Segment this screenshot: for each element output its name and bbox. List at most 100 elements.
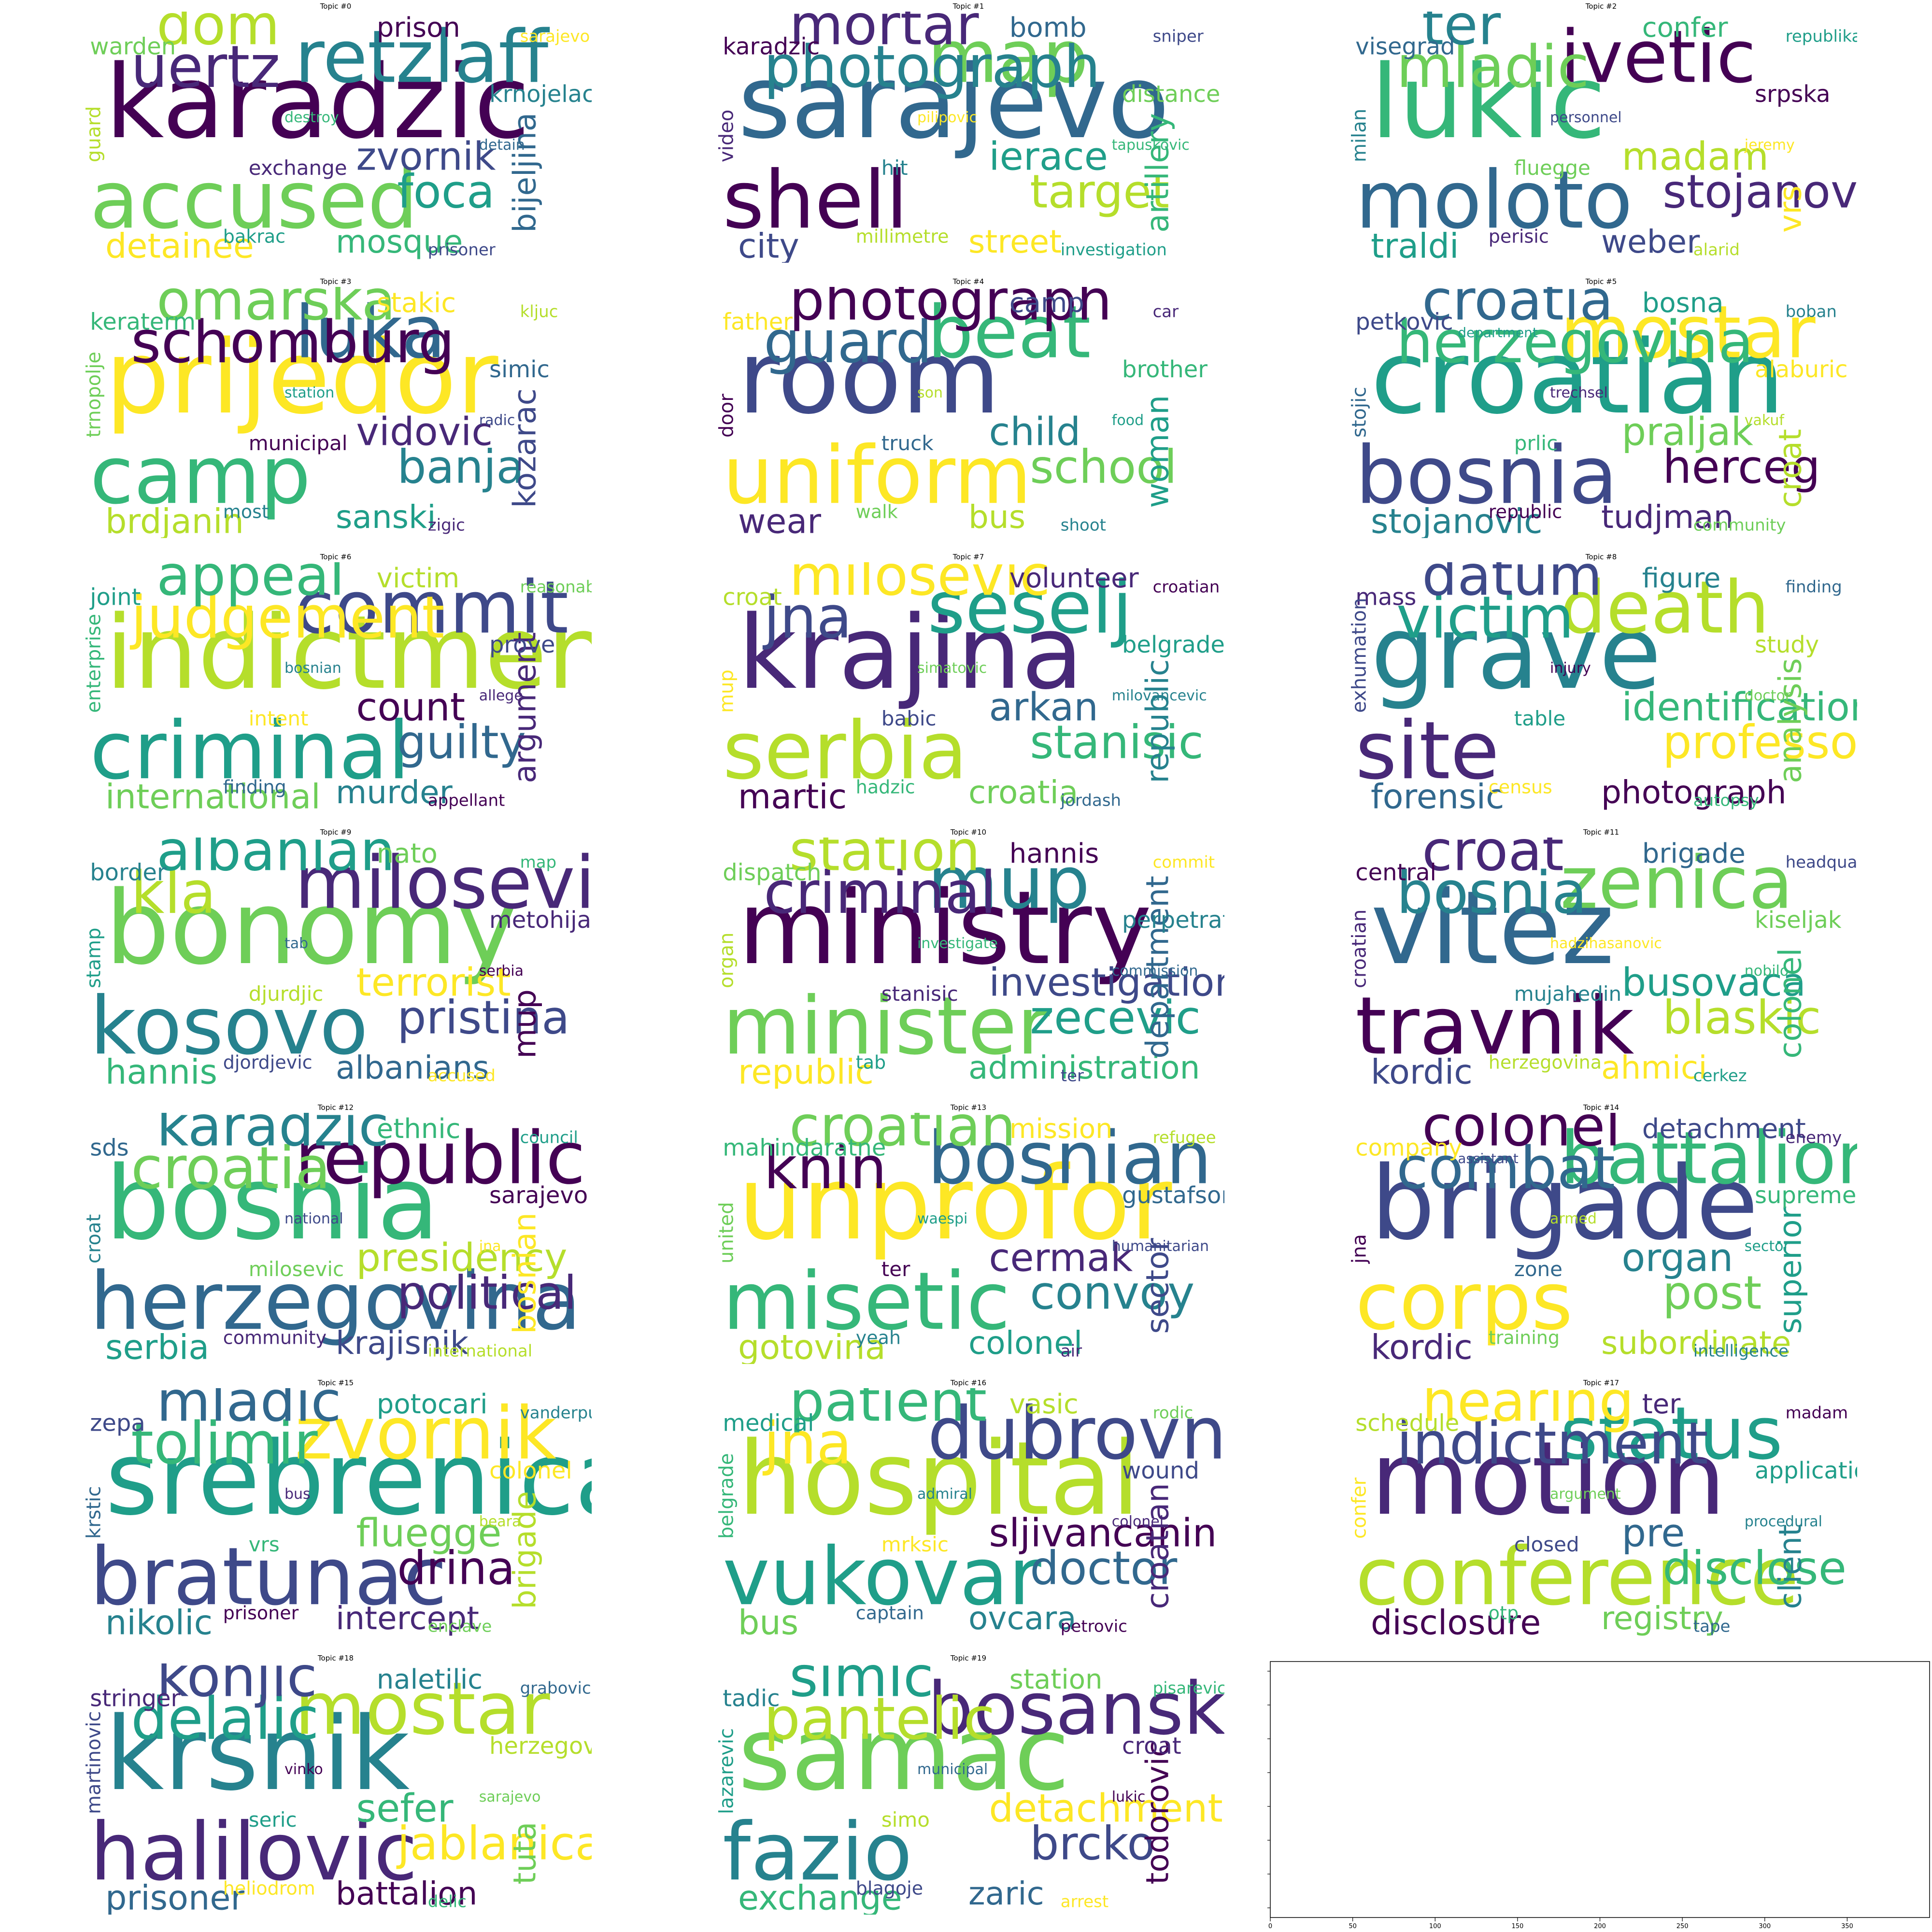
cloud-word: distance	[1122, 81, 1220, 108]
cloud-word: grave	[1371, 594, 1662, 712]
cloud-word: hearing	[1422, 1370, 1634, 1435]
cloud-word: milovancevic	[1112, 687, 1207, 704]
cloud-word: martinovic	[83, 1711, 105, 1814]
cloud-word: joint	[89, 583, 141, 611]
cloud-word: bosnian	[507, 1212, 543, 1334]
cloud-word: application	[1755, 1457, 1883, 1484]
wordcloud-panel: Topic #9bonomykosovomilosevicklaalbanian…	[83, 828, 592, 1089]
cloud-word: enterprise	[83, 614, 105, 713]
panel-title: Topic #18	[317, 1654, 354, 1662]
cloud-word: republika	[1786, 27, 1862, 46]
cloud-word: community	[223, 1327, 327, 1348]
cloud-word: datum	[1422, 544, 1602, 609]
cloud-word: kordic	[1371, 1328, 1473, 1367]
cloud-word: krajina	[738, 594, 1083, 712]
cloud-word: victim	[1396, 584, 1574, 652]
cloud-word: air	[1061, 1341, 1082, 1361]
x-tick-label: 250	[1676, 1923, 1689, 1930]
cloud-word: bus	[738, 1603, 798, 1643]
cloud-word: community	[1693, 515, 1786, 535]
cloud-word: simatovic	[917, 660, 987, 677]
cloud-word: beat	[927, 291, 1091, 375]
cloud-word: zecevic	[1030, 992, 1201, 1045]
cloud-word: bosna	[1642, 287, 1724, 319]
cloud-word: prijedor	[105, 318, 498, 437]
cloud-word: sljivancanin	[989, 1511, 1217, 1556]
panel-title: Topic #15	[317, 1378, 354, 1387]
cloud-word: brdjanin	[105, 502, 244, 541]
cloud-word: misetic	[723, 1255, 1010, 1348]
panel-grid: Topic #0karadzicaccusedretzlaffuertzdomf…	[83, 0, 1930, 1930]
panel-title: Topic #14	[1583, 1103, 1619, 1112]
cloud-word: nobilo	[1745, 963, 1789, 980]
cloud-word: patient	[789, 1370, 987, 1435]
cloud-word: border	[90, 859, 167, 886]
panel-title: Topic #0	[320, 2, 352, 11]
cloud-word: mission	[1009, 1113, 1113, 1145]
cloud-word: map	[927, 15, 1088, 99]
cloud-word: united	[715, 1202, 738, 1264]
cloud-word: analysis	[1773, 658, 1808, 783]
cloud-word: samac	[738, 1695, 1070, 1813]
cloud-word: grabovica	[520, 1678, 601, 1698]
cloud-word: weber	[1601, 223, 1700, 260]
cloud-word: nikolic	[105, 1603, 213, 1643]
axes-frame	[1270, 1661, 1930, 1918]
cloud-word: target	[1030, 166, 1169, 219]
cloud-word: humanitarian	[1112, 1238, 1209, 1255]
cloud-word: martic	[738, 777, 847, 817]
cloud-word: milosevic	[249, 1257, 344, 1281]
cloud-word: municipal	[917, 1761, 988, 1778]
cloud-word: department	[1140, 876, 1176, 1059]
x-tick-label: 350	[1841, 1923, 1853, 1930]
cloud-word: busovaca	[1621, 960, 1805, 1005]
cloud-word: figure	[1642, 563, 1721, 594]
cloud-word: vasic	[1009, 1389, 1079, 1420]
cloud-word: jna	[479, 1238, 501, 1255]
cloud-word: zvornik	[356, 134, 496, 179]
cloud-word: victim	[377, 563, 460, 594]
cloud-word: superior	[1773, 1206, 1808, 1334]
cloud-word: stringer	[90, 1685, 180, 1712]
cloud-word: organ	[715, 933, 738, 988]
cloud-word: bus	[284, 1486, 311, 1503]
cloud-word: djordjevic	[223, 1051, 313, 1073]
cloud-word: republic	[738, 1052, 874, 1092]
panel-title: Topic #3	[320, 277, 352, 286]
cloud-word: simo	[881, 1808, 930, 1832]
cloud-word: destroy	[284, 109, 339, 126]
cloud-word: gustafson	[1122, 1182, 1236, 1209]
cloud-word: croatia	[1422, 269, 1613, 333]
cloud-word: dom	[156, 0, 280, 58]
cloud-word: conference	[1355, 1530, 1799, 1623]
cloud-word: video	[715, 110, 738, 162]
cloud-word: finding	[223, 776, 286, 797]
cloud-word: otp	[1489, 1602, 1519, 1623]
cloud-word: retzlaff	[295, 15, 550, 99]
cloud-word: kozarac	[507, 388, 543, 508]
cloud-word: croatia	[968, 774, 1078, 811]
cloud-word: count	[356, 685, 465, 730]
cloud-word: mostar	[1560, 291, 1816, 375]
cloud-word: colonel	[489, 1457, 572, 1484]
cloud-word: intelligence	[1693, 1341, 1789, 1361]
cloud-word: republic	[1489, 501, 1563, 522]
cloud-word: schedule	[1355, 1409, 1459, 1436]
cloud-word: beara	[479, 1513, 521, 1530]
cloud-word: herceg	[1662, 441, 1820, 494]
cloud-word: argument	[1550, 1486, 1621, 1503]
cloud-word: tudjman	[1601, 498, 1734, 536]
cloud-word: site	[1355, 704, 1499, 797]
cloud-word: headquarters	[1786, 852, 1896, 872]
cloud-word: blagoje	[856, 1877, 923, 1899]
cloud-word: commission	[1112, 963, 1198, 980]
cloud-word: wear	[738, 502, 821, 541]
cloud-word: bosanski	[927, 1667, 1246, 1751]
cloud-word: closed	[1514, 1533, 1579, 1556]
cloud-word: guilty	[397, 716, 526, 769]
